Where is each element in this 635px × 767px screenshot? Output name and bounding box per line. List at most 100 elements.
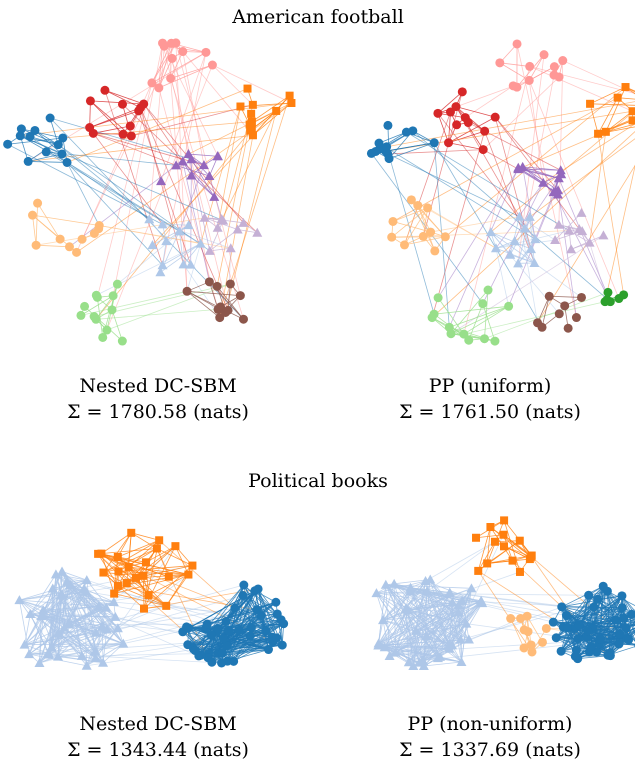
edge bbox=[96, 82, 153, 298]
edge bbox=[187, 290, 241, 297]
node bbox=[598, 230, 609, 240]
node bbox=[413, 200, 423, 210]
edge bbox=[410, 587, 450, 649]
edge bbox=[395, 645, 450, 654]
node bbox=[91, 627, 102, 637]
node bbox=[247, 109, 256, 118]
node bbox=[447, 597, 458, 607]
node bbox=[374, 138, 384, 148]
edge bbox=[531, 556, 580, 626]
node bbox=[174, 226, 185, 236]
edge bbox=[490, 231, 535, 264]
node bbox=[224, 626, 234, 636]
edge bbox=[468, 303, 484, 341]
edge bbox=[371, 153, 484, 304]
node bbox=[53, 140, 63, 150]
node bbox=[198, 160, 209, 170]
node bbox=[225, 279, 235, 289]
node bbox=[596, 634, 606, 644]
node bbox=[378, 615, 389, 625]
edge bbox=[51, 595, 63, 648]
node bbox=[204, 245, 215, 255]
node bbox=[147, 78, 157, 88]
edge bbox=[209, 220, 224, 252]
edge bbox=[160, 243, 201, 273]
edge bbox=[162, 243, 201, 266]
node bbox=[110, 589, 119, 598]
edge bbox=[49, 117, 59, 145]
node bbox=[89, 228, 99, 238]
node bbox=[444, 138, 454, 148]
edge bbox=[29, 136, 59, 146]
node bbox=[617, 591, 627, 601]
edge bbox=[97, 553, 169, 578]
node bbox=[461, 618, 472, 628]
edge bbox=[617, 97, 635, 100]
node bbox=[110, 611, 121, 621]
node bbox=[490, 112, 500, 122]
edge bbox=[98, 548, 157, 555]
node bbox=[573, 634, 583, 644]
edge bbox=[104, 89, 141, 109]
node bbox=[238, 314, 248, 324]
edge bbox=[205, 584, 245, 630]
edge bbox=[404, 207, 428, 246]
edge bbox=[382, 619, 410, 663]
node bbox=[57, 149, 67, 159]
edge bbox=[32, 214, 61, 240]
edge bbox=[20, 135, 224, 221]
node bbox=[45, 113, 55, 123]
edge bbox=[378, 592, 451, 646]
node bbox=[139, 571, 148, 580]
edge bbox=[36, 244, 70, 248]
node bbox=[217, 648, 227, 658]
node bbox=[519, 625, 529, 635]
node bbox=[159, 41, 169, 51]
node bbox=[485, 227, 496, 237]
edge bbox=[186, 290, 244, 320]
edge bbox=[410, 587, 482, 602]
node bbox=[408, 661, 419, 671]
node bbox=[185, 259, 196, 269]
node bbox=[209, 191, 220, 201]
node bbox=[204, 277, 214, 287]
edge bbox=[410, 587, 593, 628]
node bbox=[58, 133, 68, 143]
edge bbox=[128, 566, 189, 575]
node bbox=[550, 235, 561, 245]
edge bbox=[51, 574, 57, 648]
edge bbox=[518, 168, 556, 193]
node bbox=[423, 203, 433, 213]
node bbox=[499, 542, 508, 551]
edge bbox=[93, 132, 205, 166]
edge bbox=[549, 295, 582, 298]
edge bbox=[495, 239, 556, 249]
edge bbox=[151, 43, 172, 84]
node bbox=[263, 645, 273, 655]
node bbox=[539, 50, 549, 60]
edge bbox=[377, 587, 411, 646]
edge bbox=[378, 639, 469, 646]
edge bbox=[194, 584, 245, 651]
node bbox=[204, 170, 215, 180]
edge bbox=[216, 286, 244, 320]
edge bbox=[524, 75, 555, 229]
edge bbox=[237, 229, 258, 234]
edge bbox=[495, 248, 510, 307]
edge bbox=[212, 64, 254, 106]
node bbox=[544, 291, 554, 301]
edge bbox=[386, 146, 435, 315]
edge bbox=[557, 190, 577, 318]
node bbox=[490, 336, 500, 346]
edge bbox=[448, 111, 451, 143]
edge bbox=[486, 540, 520, 564]
node bbox=[584, 237, 595, 247]
edge bbox=[561, 638, 601, 652]
node bbox=[43, 649, 54, 659]
node bbox=[77, 234, 87, 244]
panel-description: Σ = 1761.50 (nats) bbox=[399, 401, 581, 423]
edge bbox=[388, 142, 435, 160]
edge bbox=[19, 599, 107, 630]
node bbox=[272, 106, 281, 115]
